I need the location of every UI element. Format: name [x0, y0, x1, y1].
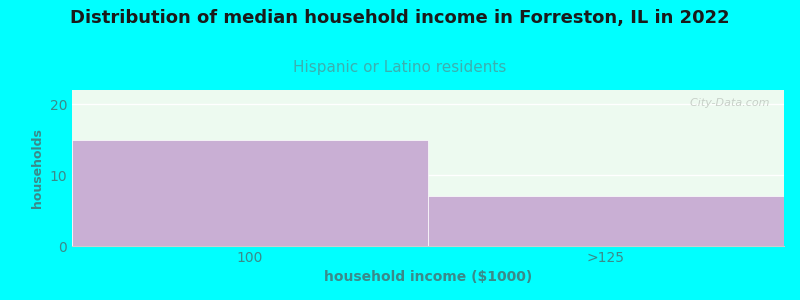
Bar [72, 140, 428, 246]
Y-axis label: households: households [31, 128, 44, 208]
X-axis label: household income ($1000): household income ($1000) [324, 270, 532, 284]
Bar [428, 196, 784, 246]
Text: Distribution of median household income in Forreston, IL in 2022: Distribution of median household income … [70, 9, 730, 27]
Text: City-Data.com: City-Data.com [683, 98, 770, 108]
Text: Hispanic or Latino residents: Hispanic or Latino residents [294, 60, 506, 75]
